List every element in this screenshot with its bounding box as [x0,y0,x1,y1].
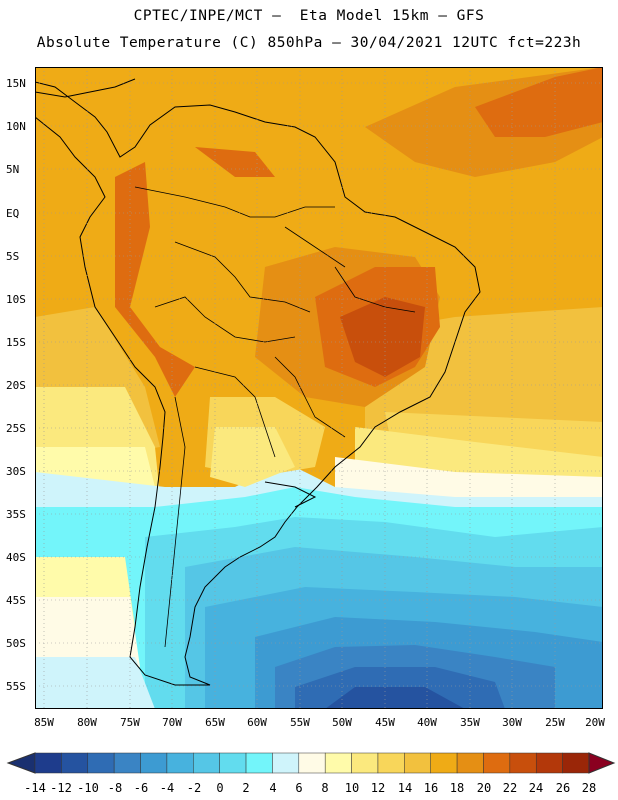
lat-label: 50S [6,637,26,650]
colorbar-label: 22 [502,781,518,795]
title-line-1: CPTEC/INPE/MCT – Eta Model 15km – GFS [133,8,485,24]
lon-label: 40W [417,716,437,729]
field-sw-cream [35,597,140,667]
lon-label: 35W [460,716,480,729]
colorbar-swatch [34,752,62,774]
lon-label: 70W [162,716,182,729]
lon-label: 30W [502,716,522,729]
colorbar-label: 6 [295,781,303,795]
colorbar-label: -10 [77,781,99,795]
colorbar-swatch [535,752,563,774]
lat-label: 45S [6,594,26,607]
graticule [35,67,603,709]
colorbar-swatch [430,752,458,774]
field-caribbean-hot [195,147,275,177]
colorbar-label: -8 [107,781,123,795]
map-frame [35,67,603,709]
colorbar-label: 10 [344,781,360,795]
lon-label: 65W [205,716,225,729]
colorbar-label: 28 [581,781,597,795]
colorbar-swatch [377,752,405,774]
lat-label: 15S [6,336,26,349]
colorbar-label: 2 [242,781,250,795]
lon-label: 55W [290,716,310,729]
colorbar-swatch [61,752,89,774]
colorbar-label: 26 [555,781,571,795]
lat-label: 35S [6,508,26,521]
temperature-map [35,67,603,709]
colorbar [6,752,616,774]
colorbar-swatch [193,752,220,774]
lat-label: 40S [6,551,26,564]
lat-label: 15N [6,77,26,90]
lat-label: 30S [6,465,26,478]
lat-label: 25S [6,422,26,435]
borders [134,186,416,648]
lat-label: 5N [6,163,20,176]
colorbar-swatch [272,752,300,774]
colorbar-swatch [404,752,431,774]
colorbar-under-arrow [6,752,36,774]
colorbar-swatch [166,752,194,774]
lat-label: 10S [6,293,26,306]
colorbar-label: 24 [528,781,544,795]
lat-label: 5S [6,250,20,263]
lon-label: 60W [247,716,267,729]
field-south-continent-pale [210,427,295,487]
field-sw-cyan [35,657,155,709]
colorbar-swatch [219,752,247,774]
colorbar-swatch [509,752,537,774]
lon-label: 85W [34,716,54,729]
colorbar-label: 8 [321,781,329,795]
coastlines [35,78,481,686]
lon-label: 80W [77,716,97,729]
colorbar-swatch [562,752,590,774]
colorbar-label: -14 [24,781,46,795]
lat-label: 10N [6,120,26,133]
colorbar-over-arrow [588,752,616,774]
lat-label: 20S [6,379,26,392]
lon-label: 75W [120,716,140,729]
colorbar-label: 20 [476,781,492,795]
colorbar-label: 0 [216,781,224,795]
colorbar-swatch [245,752,273,774]
colorbar-swatch [351,752,379,774]
colorbar-label: -4 [159,781,175,795]
colorbar-label: -12 [50,781,72,795]
field-ne-hot [475,67,603,137]
lon-label: 25W [545,716,565,729]
lon-label: 20W [585,716,605,729]
title-line-2: Absolute Temperature (C) 850hPa – 30/04/… [36,35,582,51]
lon-label: 50W [332,716,352,729]
colorbar-swatch [87,752,115,774]
colorbar-label: 4 [269,781,277,795]
colorbar-swatch [324,752,352,774]
field-continent-hottest [340,297,425,377]
colorbar-swatch [456,752,484,774]
colorbar-swatch [298,752,326,774]
colorbar-swatch [113,752,141,774]
colorbar-swatch [483,752,511,774]
colorbar-label: 16 [423,781,439,795]
colorbar-label: 14 [397,781,413,795]
colorbar-label: 12 [370,781,386,795]
field-andes-hot [115,162,195,397]
lon-label: 45W [375,716,395,729]
colorbar-label: -2 [186,781,202,795]
lat-label: EQ [6,207,20,220]
colorbar-swatch [140,752,168,774]
colorbar-label: -6 [133,781,149,795]
field-blue-6 [325,687,465,709]
lat-label: 55S [6,680,26,693]
colorbar-label: 18 [449,781,465,795]
